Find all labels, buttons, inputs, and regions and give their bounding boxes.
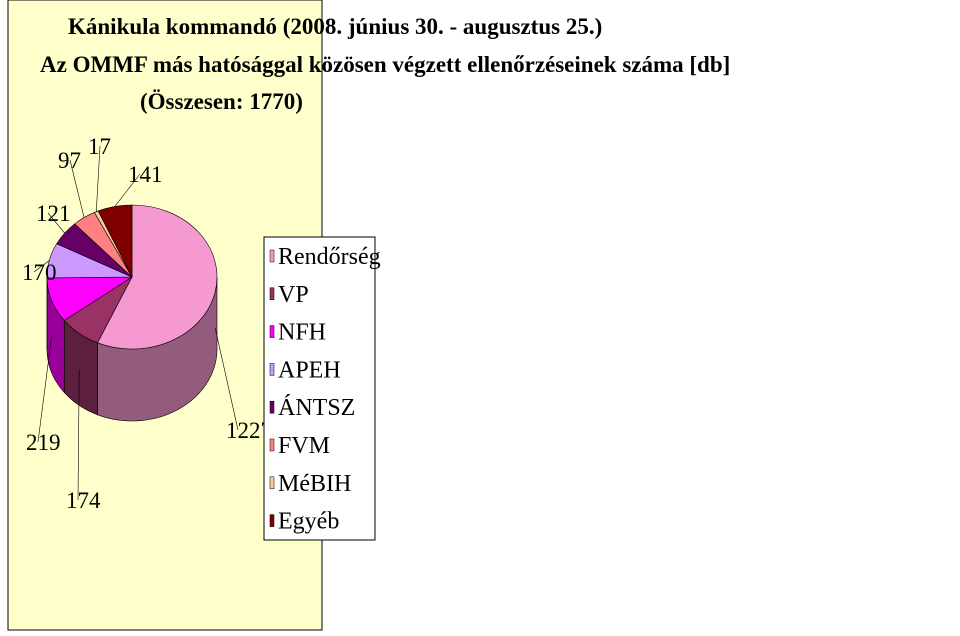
legend-swatch bbox=[270, 288, 274, 300]
legend-label: APEH bbox=[278, 357, 341, 383]
legend-label: Rendőrség bbox=[278, 244, 381, 270]
legend-swatch bbox=[270, 250, 274, 262]
legend-label: MéBIH bbox=[278, 471, 351, 497]
legend-swatch bbox=[270, 439, 274, 451]
legend-swatch bbox=[270, 515, 274, 527]
legend: Rendőrség VP NFH APEH ÁNTSZ FVM MéBIH Egyéb bbox=[264, 237, 381, 540]
data-label: 121 bbox=[36, 201, 71, 226]
legend-label: FVM bbox=[278, 433, 330, 459]
data-label: 219 bbox=[26, 430, 61, 455]
data-label: 170 bbox=[22, 260, 57, 285]
legend-swatch bbox=[270, 477, 274, 489]
legend-swatch bbox=[270, 326, 274, 338]
data-label: 97 bbox=[58, 148, 81, 173]
legend-swatch bbox=[270, 363, 274, 375]
legend-label: Egyéb bbox=[278, 509, 339, 535]
data-label: 141 bbox=[128, 162, 163, 187]
data-label: 174 bbox=[66, 488, 101, 513]
data-label: 17 bbox=[88, 134, 111, 159]
chart-note: (Összesen: 1770) bbox=[140, 89, 303, 114]
chart-title: Kánikula kommandó (2008. június 30. - au… bbox=[68, 14, 602, 39]
legend-swatch bbox=[270, 401, 274, 413]
chart-subtitle: Az OMMF más hatósággal közösen végzett e… bbox=[40, 52, 730, 77]
legend-label: VP bbox=[278, 282, 309, 308]
pie bbox=[47, 205, 217, 421]
legend-label: NFH bbox=[278, 320, 326, 346]
legend-label: ÁNTSZ bbox=[278, 395, 355, 421]
